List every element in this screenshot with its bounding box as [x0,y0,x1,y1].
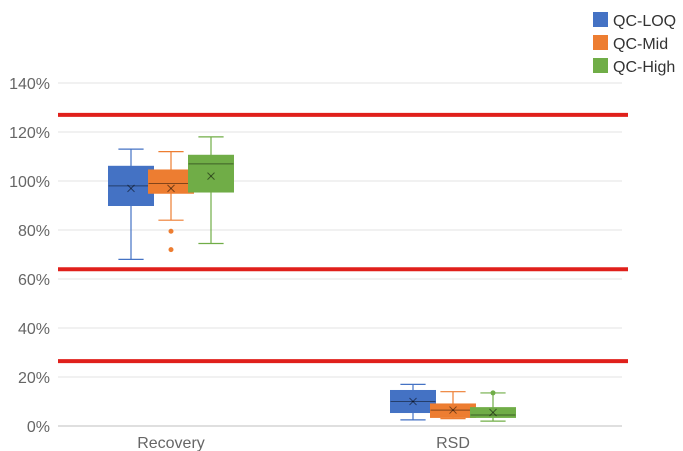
legend: QC-LOQ QC-Mid QC-High [593,12,676,76]
legend-swatch [593,12,608,27]
legend-label: QC-Mid [613,36,668,53]
outlier-point [490,390,496,396]
iqr-box [188,154,234,193]
y-tick-label: 0% [27,419,50,436]
legend-label: QC-LOQ [613,13,676,30]
box-qc-high-rsd [470,390,516,422]
box-qc-loq-rsd [390,383,436,421]
mean-marker [207,172,215,180]
box-qc-mid-recovery [148,151,194,253]
mean-marker [167,184,175,193]
box-series [108,136,516,422]
reference-lines [58,112,628,364]
y-tick-label: 40% [18,321,50,338]
box-qc-high-recovery [188,136,234,245]
x-axis-categories: Recovery RSD [137,435,470,451]
legend-swatch [593,58,608,73]
x-category-label: RSD [436,435,470,451]
box-qc-mid-rsd [430,391,476,420]
outlier-point [168,228,174,234]
x-category-label: Recovery [137,435,205,451]
box-qc-loq-recovery [108,148,154,260]
y-tick-label: 60% [18,272,50,289]
outlier-point [168,247,174,253]
mean-marker [409,397,417,406]
mean-marker [127,184,135,193]
y-axis-ticks: 0% 20% 40% 60% 80% 100% 120% 140% [9,76,50,436]
iqr-box [148,169,194,194]
y-tick-label: 120% [9,125,50,142]
y-tick-label: 20% [18,370,50,387]
y-tick-label: 140% [9,76,50,93]
legend-label: QC-High [613,59,675,76]
y-tick-label: 80% [18,223,50,240]
mean-marker [449,406,457,414]
iqr-box [108,165,154,207]
gridlines [58,82,622,427]
legend-swatch [593,35,608,50]
mean-marker [489,408,497,417]
y-tick-label: 100% [9,174,50,191]
